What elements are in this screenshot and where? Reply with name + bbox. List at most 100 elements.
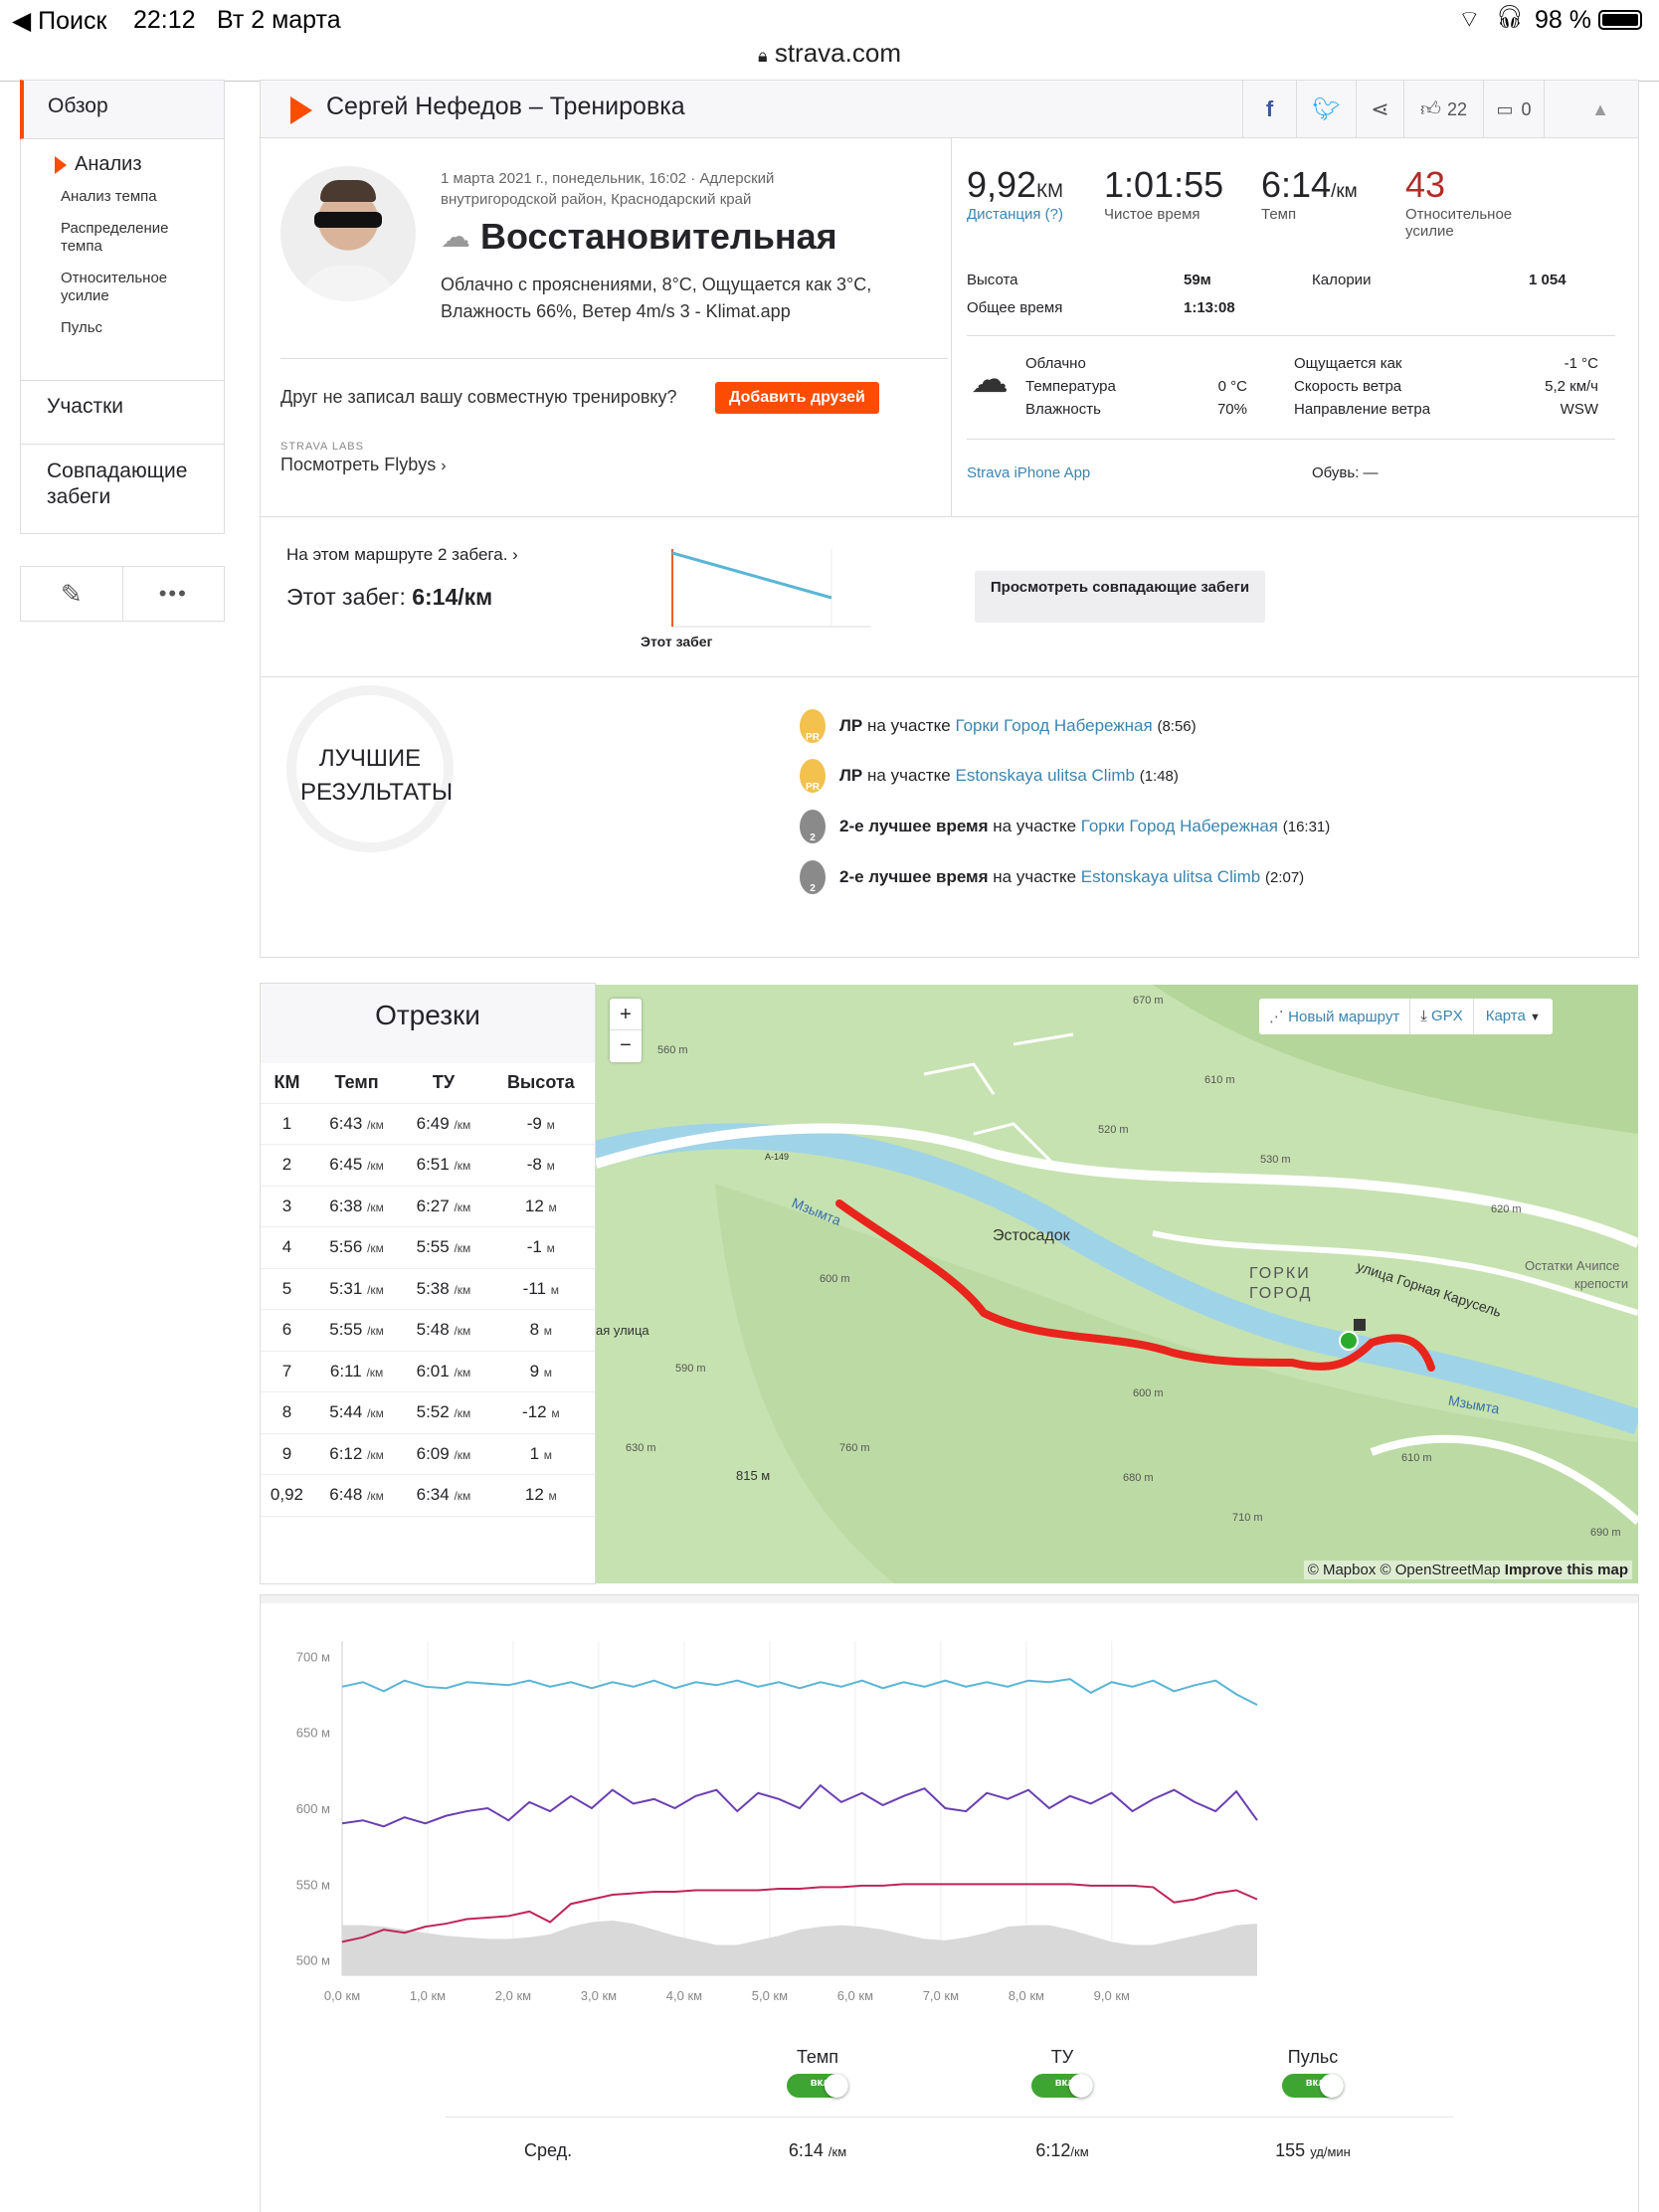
segment-link[interactable]: Горки Город Набережная xyxy=(1080,817,1278,835)
x-tick-label: 7,0 км xyxy=(923,1988,959,2003)
map-contour-label: 680 m xyxy=(1123,1472,1154,1484)
back-to-search[interactable]: ◀ Поиск xyxy=(12,7,107,35)
elapsed-time-value: 1:13:08 xyxy=(1184,299,1235,316)
new-route-button[interactable]: ⋰ Новый маршрут xyxy=(1259,999,1411,1034)
heartrate-series xyxy=(341,1883,1258,1943)
split-elev: 8 м xyxy=(486,1309,595,1352)
resize-handle[interactable] xyxy=(261,1595,1638,1603)
second-place-medal-icon: 2 xyxy=(800,810,826,843)
kudos-button[interactable]: 👍︎ 22 xyxy=(1403,81,1483,138)
heartrate-toggle[interactable]: вкл. xyxy=(1282,2074,1344,2098)
y-tick-label: 650 м xyxy=(296,1726,330,1741)
activity-datetime-location: 1 марта 2021 г., понедельник, 16:02 · Ад… xyxy=(441,170,775,208)
best-results-title: ЛУЧШИЕ РЕЗУЛЬТАТЫ xyxy=(300,745,454,806)
matched-runs-chart xyxy=(671,549,871,628)
map-contour-label: 530 m xyxy=(1260,1154,1291,1166)
split-row[interactable]: 6 5:55 /км 5:48 /км 8 м xyxy=(261,1309,595,1352)
map-contour-label: 600 m xyxy=(1133,1387,1164,1399)
weather-left-values: 0 °C 70% xyxy=(1216,378,1247,418)
clock: 22:12 xyxy=(133,6,196,34)
sidebar-item-overview[interactable]: Обзор xyxy=(20,80,225,139)
split-row[interactable]: 8 5:44 /км 5:52 /км -12 м xyxy=(261,1391,595,1434)
elevation-area xyxy=(342,1921,1257,1975)
athlete-avatar[interactable] xyxy=(280,166,416,301)
sidebar-item-pace-analysis[interactable]: Анализ темпа xyxy=(61,188,157,205)
split-row[interactable]: 4 5:56 /км 5:55 /км -1 м xyxy=(261,1226,595,1269)
route-map[interactable]: Эстосадок ГОРКИ ГОРОД улица Горная Карус… xyxy=(596,985,1638,1583)
road-a149 xyxy=(596,1123,1638,1248)
split-km: 4 xyxy=(261,1226,313,1269)
streams-chart[interactable]: 0,0 км 1,0 км 2,0 км 3,0 км 4,0 км 5,0 км 6,0 … xyxy=(261,1615,1394,2013)
map-label-poi: Остатки Ачипсе xyxy=(1525,1258,1620,1273)
segment-link[interactable]: Горки Город Набережная xyxy=(955,716,1153,735)
matched-runs-link[interactable]: На этом маршруте 2 забега. › xyxy=(286,545,518,564)
split-row[interactable]: 2 6:45 /км 6:51 /км -8 м xyxy=(261,1144,595,1187)
zoom-controls: + − xyxy=(610,999,642,1062)
chevron-right-icon: › xyxy=(512,545,518,564)
split-row[interactable]: 0,92 6:48 /км 6:34 /км 12 м xyxy=(261,1474,595,1517)
zoom-out-button[interactable]: − xyxy=(620,1034,632,1056)
x-tick-label: 3,0 км xyxy=(581,1988,617,2003)
segment-link[interactable]: Estonskaya ulitsa Climb xyxy=(955,766,1135,785)
avg-heartrate: 155 уд/мин xyxy=(1275,2140,1351,2160)
gap-toggle[interactable]: вкл. xyxy=(1031,2074,1093,2098)
sidebar-item-matched-runs[interactable]: Совпадающие забеги xyxy=(20,445,225,534)
x-tick-label: 0,0 км xyxy=(324,1988,360,2003)
map-type-select[interactable]: Карта ▼ xyxy=(1485,1008,1541,1024)
split-gap: 6:01 /км xyxy=(400,1351,487,1392)
split-pace: 6:43 /км xyxy=(312,1103,401,1145)
sidebar-nav: Обзор Анализ Анализ темпа Распределение … xyxy=(20,80,225,622)
stat-relative-effort[interactable]: 43 Относительное усилие xyxy=(1405,164,1513,240)
share-icon[interactable]: ⋖ xyxy=(1356,81,1403,138)
sidebar-item-analysis[interactable]: Анализ xyxy=(21,153,224,176)
split-km: 6 xyxy=(261,1309,313,1352)
device-link[interactable]: Strava iPhone App xyxy=(967,464,1091,481)
map-label-town: Эстосадок xyxy=(993,1227,1070,1244)
flybys-link[interactable]: Посмотреть Flybys › xyxy=(280,455,447,474)
sidebar-item-segments[interactable]: Участки xyxy=(20,381,225,445)
gpx-export-button[interactable]: ⤓ GPX xyxy=(1410,999,1474,1034)
road-karusel xyxy=(1152,1230,1638,1316)
split-row[interactable]: 5 5:31 /км 5:38 /км -11 м xyxy=(261,1268,595,1310)
sidebar-item-relative-effort[interactable]: Относительное усилие xyxy=(61,270,168,304)
pace-toggle[interactable]: вкл. xyxy=(787,2074,848,2098)
thumbs-up-icon: 👍︎ xyxy=(1420,98,1441,120)
split-row[interactable]: 3 6:38 /км 6:27 /км 12 м xyxy=(261,1186,595,1227)
split-row[interactable]: 1 6:43 /км 6:49 /км -9 м xyxy=(261,1103,595,1145)
split-row[interactable]: 7 6:11 /км 6:01 /км 9 м xyxy=(261,1351,595,1392)
map-label-poi: крепости xyxy=(1574,1276,1629,1291)
split-row[interactable]: 9 6:12 /км 6:09 /км 1 м xyxy=(261,1433,595,1475)
split-gap: 6:34 /км xyxy=(400,1474,487,1517)
split-km: 3 xyxy=(261,1186,313,1227)
segment-link[interactable]: Estonskaya ulitsa Climb xyxy=(1080,867,1261,886)
distance-help-link[interactable]: Дистанция (?) xyxy=(967,206,1063,223)
address-bar[interactable]: 🔒︎ strava.com xyxy=(0,34,1659,82)
collapse-chevron-icon[interactable]: ▲ xyxy=(1591,98,1609,119)
facebook-share-icon[interactable]: f xyxy=(1242,81,1296,138)
split-km: 2 xyxy=(261,1144,313,1187)
edit-pencil-icon[interactable]: ✎ xyxy=(21,567,123,621)
more-options-icon[interactable]: ••• xyxy=(158,581,188,606)
activity-route xyxy=(835,1199,1435,1372)
zoom-in-button[interactable]: + xyxy=(610,999,642,1030)
split-gap: 5:55 /км xyxy=(400,1226,487,1269)
streams-panel: 0,0 км 1,0 км 2,0 км 3,0 км 4,0 км 5,0 км 6,0 … xyxy=(260,1594,1639,2212)
pace-series xyxy=(341,1678,1258,1707)
map-contour-label: 710 m xyxy=(1232,1512,1263,1524)
split-pace: 5:56 /км xyxy=(312,1226,401,1269)
view-matched-runs-button[interactable]: Просмотреть совпадающие забеги xyxy=(975,571,1265,623)
battery-percent: 98 % xyxy=(1535,6,1591,34)
sidebar-item-heart-rate[interactable]: Пульс xyxy=(61,319,103,336)
split-pace: 6:48 /км xyxy=(312,1474,401,1517)
twitter-share-icon[interactable]: 🐦︎ xyxy=(1296,81,1356,138)
matched-trend-line xyxy=(671,551,832,600)
finish-flag-icon xyxy=(1354,1319,1366,1331)
comments-button[interactable]: ▭ 0 xyxy=(1483,81,1545,138)
split-pace: 5:44 /км xyxy=(312,1391,401,1434)
start-marker xyxy=(1339,1331,1359,1351)
strava-labs-label: STRAVA LABS xyxy=(280,441,364,453)
sidebar-item-pace-distribution[interactable]: Распределение темпа xyxy=(61,220,169,255)
add-friends-button[interactable]: Добавить друзей xyxy=(715,382,879,414)
col-elev: Высота xyxy=(486,1063,595,1104)
activity-name: Восстановительная xyxy=(480,216,837,257)
